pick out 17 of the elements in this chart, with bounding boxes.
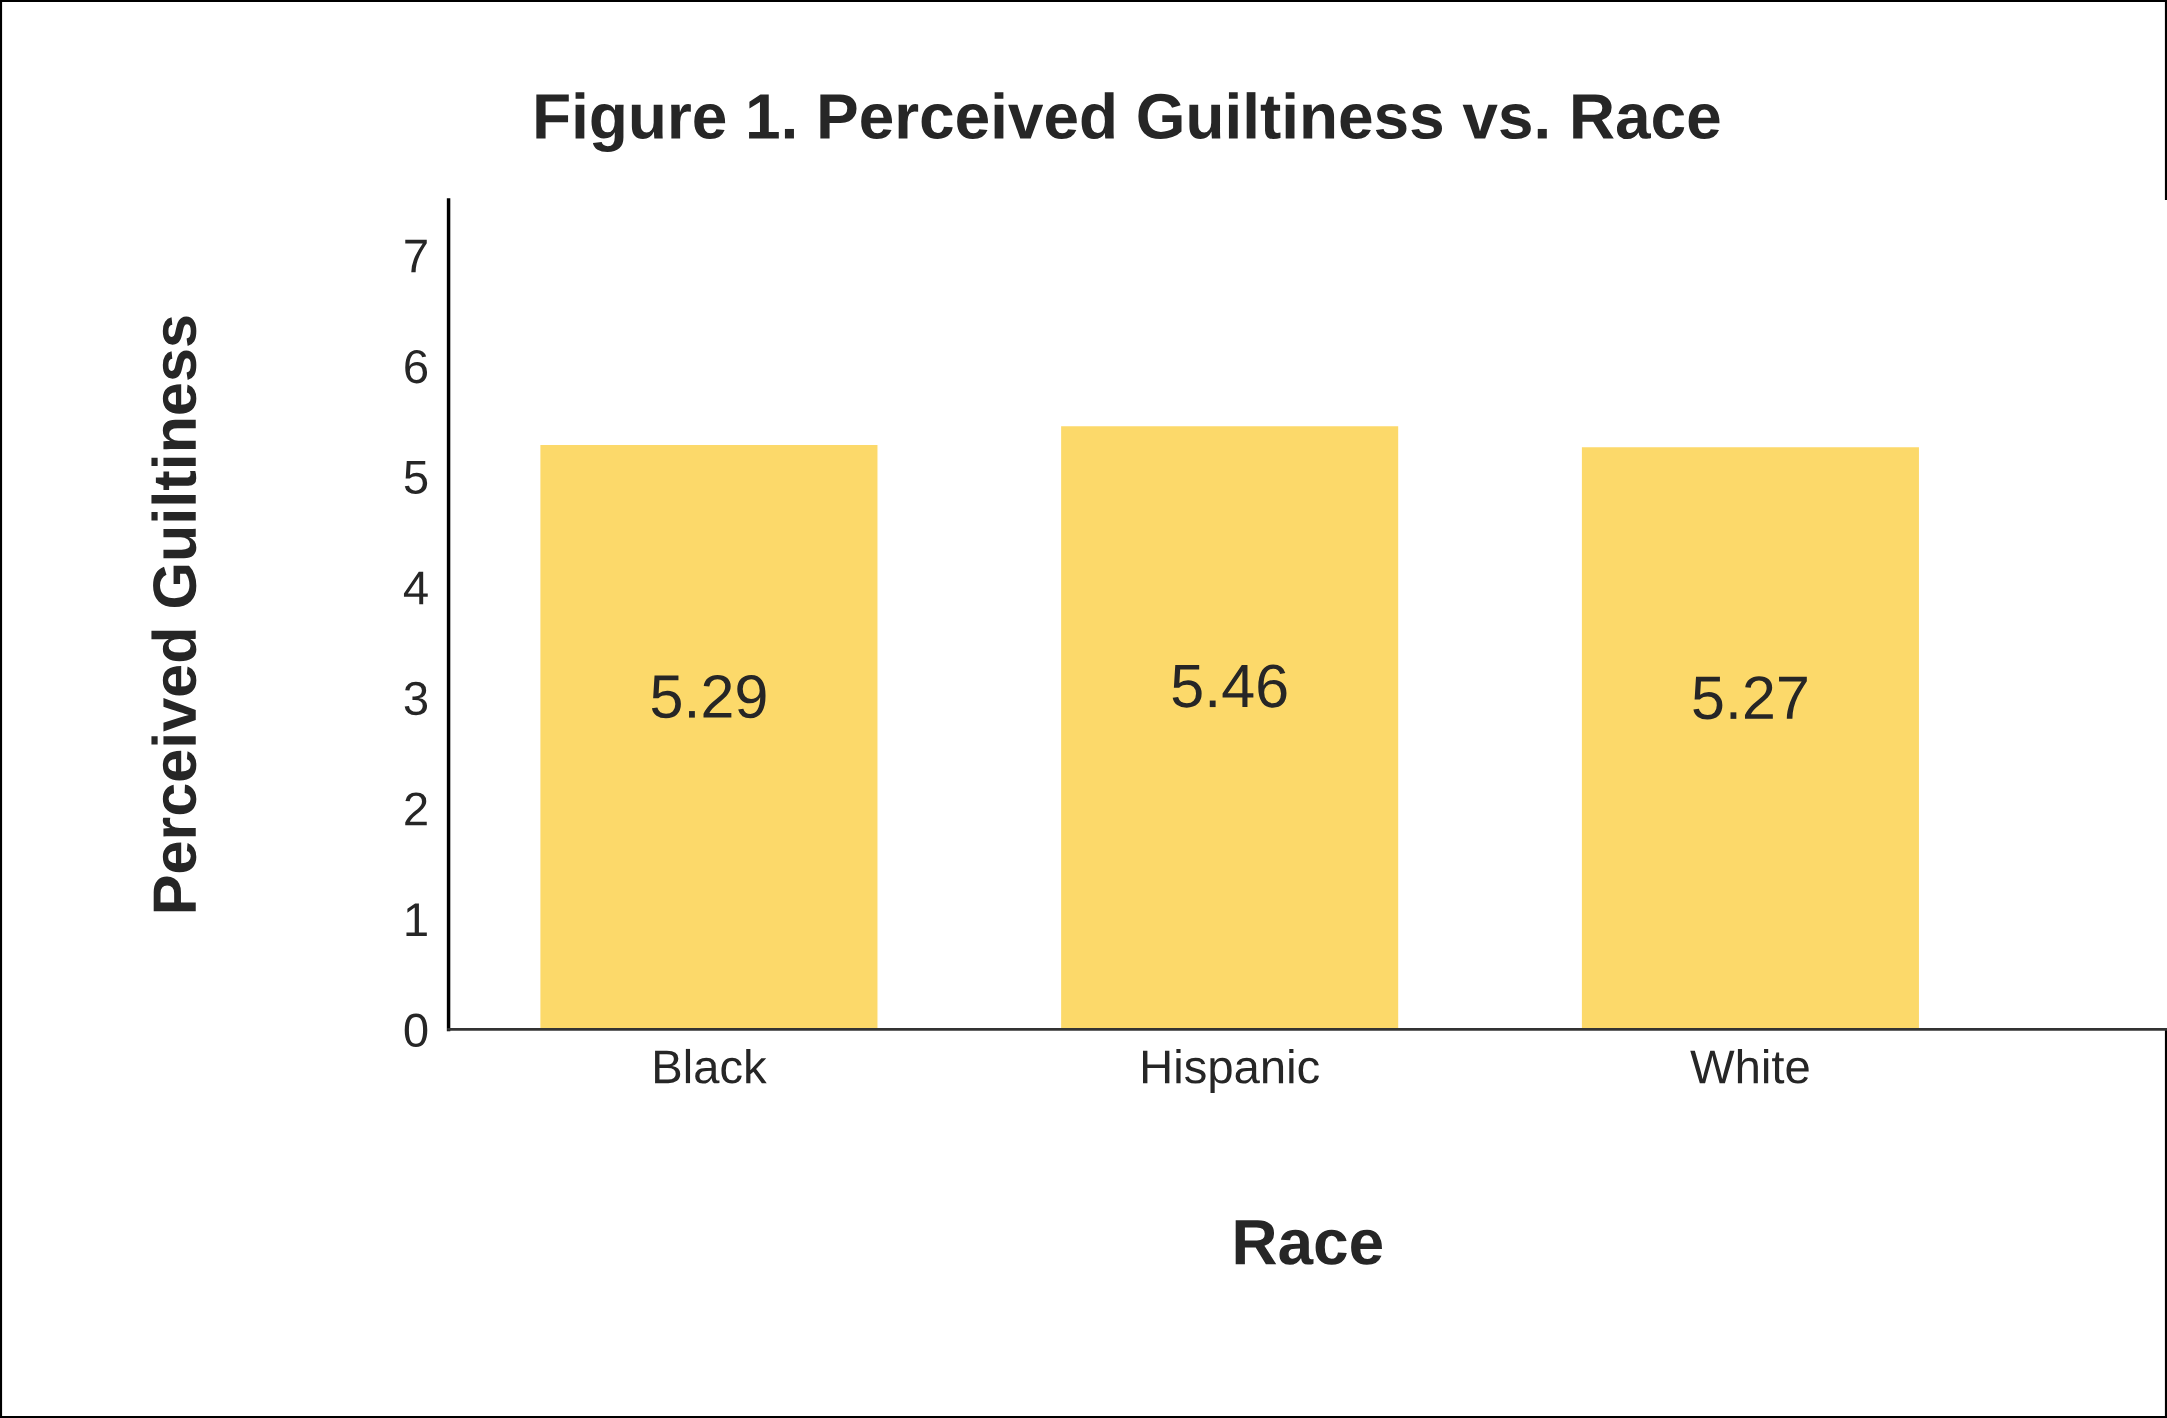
y-tick-label: 0 — [404, 1013, 428, 1048]
y-tick-label: 3 — [404, 681, 428, 716]
data-label: 5.29 — [651, 674, 766, 719]
y-tick-label: 1 — [406, 903, 427, 936]
y-tick-label: 7 — [405, 239, 427, 273]
y-tick-label: 6 — [405, 349, 428, 384]
y-tick-label: 5 — [404, 461, 428, 495]
y-axis-title: Perceived Guiltiness — [151, 316, 197, 912]
x-tick-label: Hispanic — [1143, 1048, 1319, 1093]
chart-title: Figure 1. Perceived Guiltiness vs. Race — [536, 92, 1720, 153]
x-tick-label: White — [1690, 1048, 1809, 1084]
y-tick-label: 2 — [405, 792, 427, 826]
x-tick-label: Black — [655, 1048, 767, 1084]
data-label: 5.27 — [1693, 676, 1807, 720]
data-label: 5.46 — [1172, 664, 1287, 708]
x-axis-title: Race — [1235, 1220, 1382, 1265]
y-tick-label: 4 — [403, 571, 428, 605]
